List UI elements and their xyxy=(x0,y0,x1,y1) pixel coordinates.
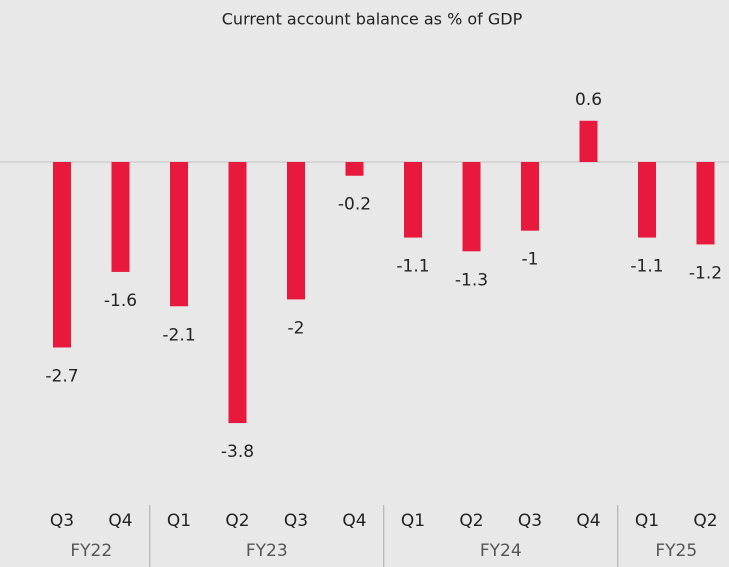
data-label: -1.2 xyxy=(689,263,722,283)
group-label: FY23 xyxy=(246,541,288,561)
data-label: -1.6 xyxy=(104,291,137,311)
bar xyxy=(696,162,715,245)
data-label: -1.1 xyxy=(630,257,663,277)
bar xyxy=(228,162,247,424)
data-label: -2 xyxy=(288,318,305,338)
x-tick-label: Q3 xyxy=(50,511,74,531)
x-tick-label: Q2 xyxy=(459,511,483,531)
x-tick-label: Q3 xyxy=(518,511,542,531)
x-tick-label: Q4 xyxy=(576,511,600,531)
x-tick-label: Q1 xyxy=(167,511,191,531)
bar xyxy=(287,162,305,300)
data-label: -2.1 xyxy=(162,325,195,345)
x-tick-label: Q2 xyxy=(693,511,717,531)
x-tick-label: Q4 xyxy=(342,511,366,531)
bar xyxy=(111,162,130,272)
data-label: -1.3 xyxy=(455,270,488,290)
group-label: FY25 xyxy=(655,541,697,561)
x-tick-label: Q3 xyxy=(284,511,308,531)
bar xyxy=(579,120,598,162)
bar xyxy=(404,162,422,238)
data-label: -1 xyxy=(522,250,539,270)
bar xyxy=(638,162,656,238)
chart-title: Current account balance as % of GDP xyxy=(222,10,523,29)
data-label: -3.8 xyxy=(221,442,254,462)
data-label: -2.7 xyxy=(45,366,78,386)
x-tick-label: Q2 xyxy=(225,511,249,531)
group-label: FY22 xyxy=(70,541,112,561)
bar xyxy=(462,162,481,252)
x-tick-label: Q4 xyxy=(108,511,132,531)
bar xyxy=(53,162,71,348)
data-label: 0.6 xyxy=(575,90,602,110)
x-tick-label: Q1 xyxy=(635,511,659,531)
bar xyxy=(345,162,364,176)
data-label: -1.1 xyxy=(396,257,429,277)
x-tick-label: Q1 xyxy=(401,511,425,531)
bar xyxy=(521,162,539,231)
bar xyxy=(170,162,188,307)
data-label: -0.2 xyxy=(338,195,371,215)
group-label: FY24 xyxy=(480,541,522,561)
